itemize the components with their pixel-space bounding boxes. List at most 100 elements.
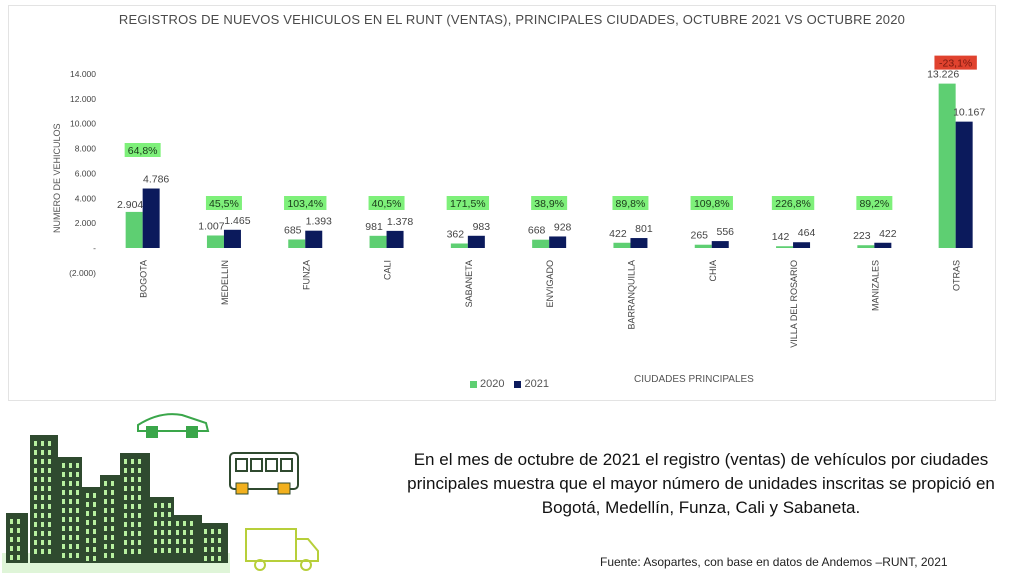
building-window [10, 555, 13, 560]
building-window [204, 556, 207, 561]
building-window [41, 522, 44, 527]
building-window [76, 535, 79, 540]
chart-frame [8, 5, 996, 401]
building-window [93, 529, 96, 534]
building-window [204, 547, 207, 552]
building-window [69, 490, 72, 495]
data-label-2020: 1.007 [198, 220, 224, 232]
building-window [17, 555, 20, 560]
building-window [104, 544, 107, 549]
growth-badge [612, 196, 649, 210]
building-window [131, 468, 134, 473]
bus-window [265, 458, 278, 472]
building-window [69, 553, 72, 558]
building-window [34, 495, 37, 500]
data-label-2020: 685 [284, 224, 302, 236]
source-note: Fuente: Asopartes, con base en datos de … [600, 555, 948, 569]
building-window [76, 463, 79, 468]
building-window [48, 468, 51, 473]
building-window [204, 529, 207, 534]
building-window [62, 481, 65, 486]
bar-2021 [874, 242, 892, 248]
data-label-2020: 2.904 [117, 199, 143, 211]
building-window [76, 553, 79, 558]
building-window [211, 538, 214, 543]
x-tick-label: VILLA DEL ROSARIO [789, 260, 799, 348]
building-window [34, 522, 37, 527]
legend-item-2020: 2020 [470, 378, 504, 390]
building-window [41, 549, 44, 554]
building-window [168, 521, 171, 526]
building-window [93, 556, 96, 561]
building-window [48, 531, 51, 536]
building-window [93, 538, 96, 543]
growth-label: 45,5% [209, 198, 239, 210]
building-window [131, 459, 134, 464]
building [100, 475, 120, 563]
building-window [131, 486, 134, 491]
building-window [48, 540, 51, 545]
building-window [176, 548, 179, 553]
building-window [41, 468, 44, 473]
building-window [17, 546, 20, 551]
building-window [138, 486, 141, 491]
growth-label: 171,5% [450, 198, 486, 210]
building-window [104, 481, 107, 486]
bus-window [250, 458, 263, 472]
building-window [76, 490, 79, 495]
building-window [138, 504, 141, 509]
bar-2021 [305, 230, 323, 248]
truck-cargo [245, 528, 297, 562]
building-window [190, 548, 193, 553]
y-tick-label: - [93, 243, 96, 253]
growth-badge [446, 196, 490, 210]
x-tick-label: ENVIGADO [545, 260, 555, 308]
y-tick-label: 12.000 [70, 94, 96, 104]
y-tick-label: (2.000) [69, 268, 96, 278]
building-window [104, 508, 107, 513]
chart-plot: (2.000) - 2.000 4.000 6.000 8.000 10.000 12.000… [69, 55, 985, 348]
building-window [111, 517, 114, 522]
legend-label-2020: 2020 [480, 378, 505, 390]
building-window [93, 502, 96, 507]
building-window [93, 547, 96, 552]
building-window [154, 503, 157, 508]
building-window [154, 548, 157, 553]
building-window [62, 499, 65, 504]
building-window [218, 529, 221, 534]
building-window [138, 540, 141, 545]
building-window [111, 526, 114, 531]
building-window [76, 499, 79, 504]
bar-2020 [450, 243, 468, 248]
growth-label: 226,8% [775, 198, 811, 210]
building-window [218, 547, 221, 552]
y-tick-label: 6.000 [75, 168, 97, 178]
building-window [176, 539, 179, 544]
bus-body [229, 452, 299, 490]
y-tick-label: 2.000 [75, 218, 97, 228]
building-window [62, 472, 65, 477]
x-tick-label: MEDELLIN [220, 260, 230, 305]
building-window [124, 477, 127, 482]
building-window [41, 450, 44, 455]
growth-badge [284, 196, 327, 210]
growth-label: -23,1% [939, 58, 972, 70]
building-window [86, 493, 89, 498]
building-window [34, 441, 37, 446]
bar-2021 [386, 230, 404, 248]
building-window [41, 531, 44, 536]
legend-item-2021: 2021 [514, 378, 549, 390]
building-window [69, 508, 72, 513]
growth-label: 38,9% [534, 198, 564, 210]
building-window [76, 544, 79, 549]
building-window [124, 522, 127, 527]
bar-2021 [793, 242, 811, 248]
building-window [211, 547, 214, 552]
bar-2020 [125, 211, 143, 248]
building-window [34, 531, 37, 536]
bar-2020 [369, 235, 387, 248]
data-label-2020: 362 [447, 229, 465, 241]
x-tick-label: OTRAS [952, 260, 962, 291]
building-window [138, 495, 141, 500]
growth-label: 89,2% [859, 198, 889, 210]
